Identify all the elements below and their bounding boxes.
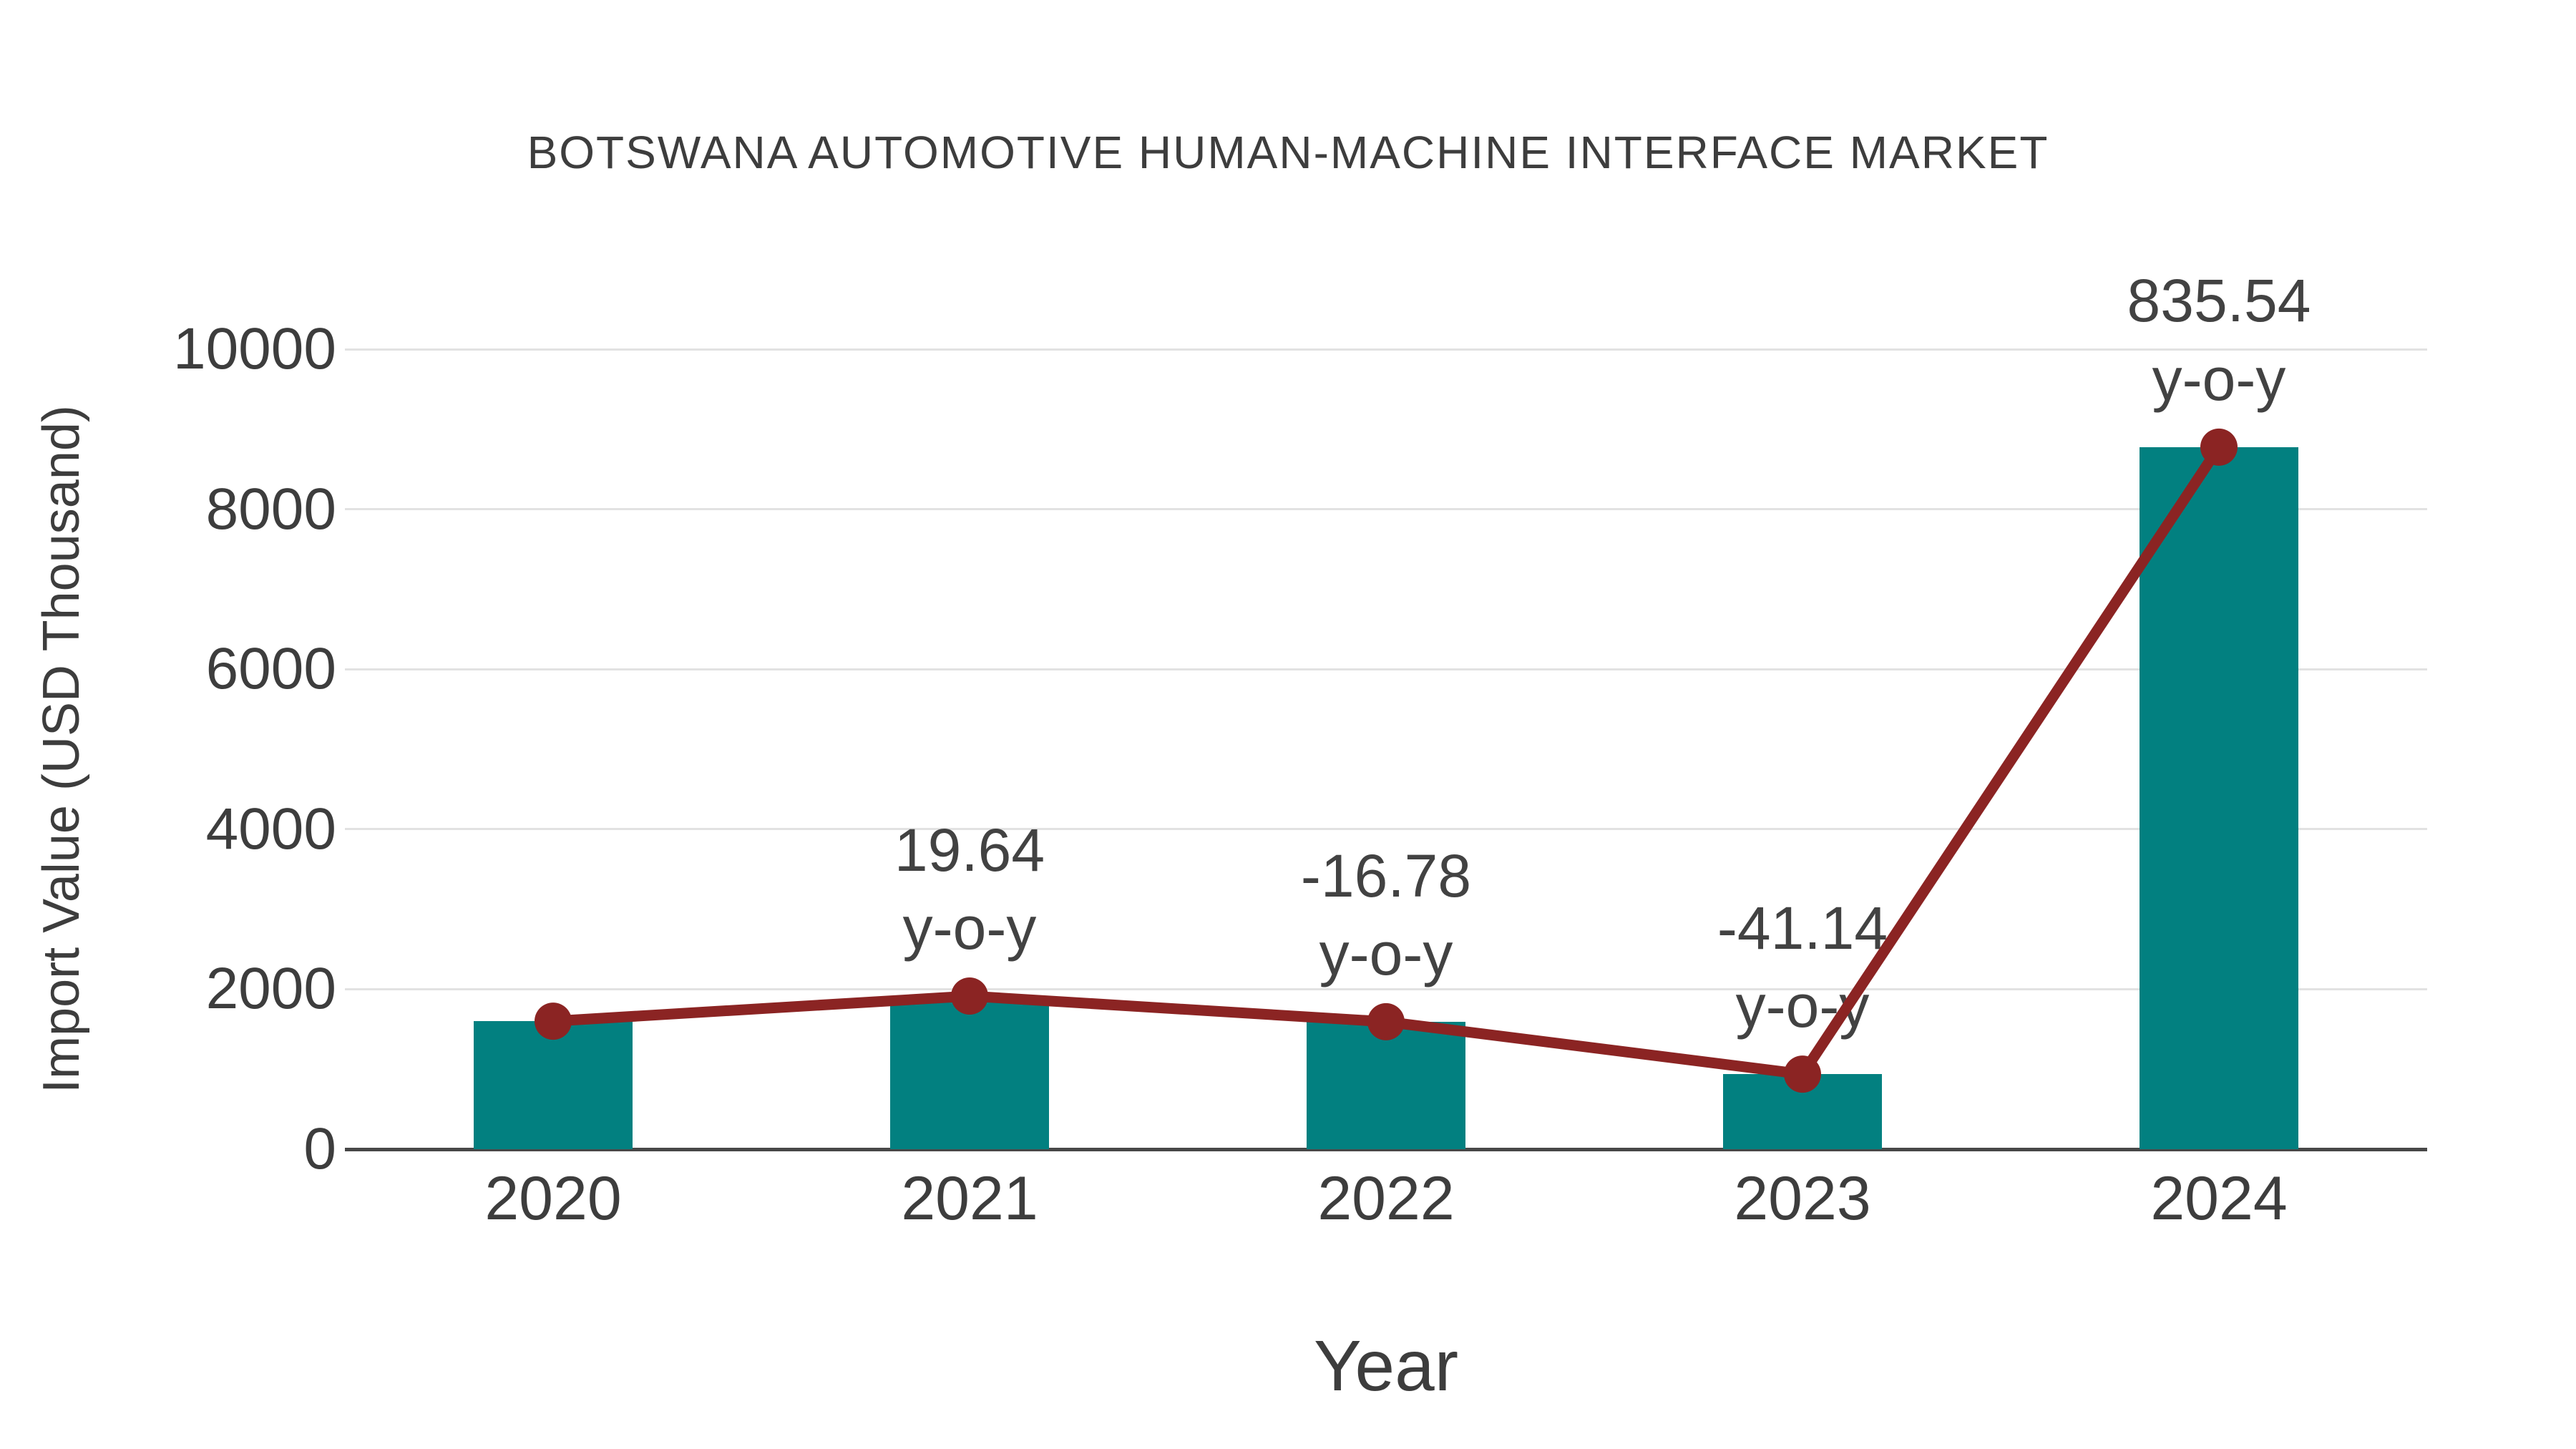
bar-2021 — [890, 996, 1049, 1149]
point-label-2023: -41.14 y-o-y — [1588, 889, 2017, 1045]
gridline-10000 — [345, 348, 2427, 351]
point-label-2024: 835.54 y-o-y — [2004, 262, 2434, 418]
y-tick-label-2000: 2000 — [205, 956, 336, 1022]
chart-title: BOTSWANA AUTOMOTIVE HUMAN-MACHINE INTERF… — [527, 127, 2049, 178]
y-tick-label-10000: 10000 — [172, 316, 336, 381]
gridline-4000 — [345, 828, 2427, 831]
point-label-suffix: y-o-y — [2152, 345, 2286, 413]
x-tick-label-2023: 2023 — [1734, 1164, 1871, 1233]
bar-2023 — [1723, 1074, 1882, 1149]
point-label-suffix: y-o-y — [1735, 972, 1870, 1040]
y-tick-label-8000: 8000 — [205, 476, 336, 542]
gridline-8000 — [345, 508, 2427, 511]
bar-2020 — [474, 1021, 633, 1149]
point-label-2021: 19.64 y-o-y — [755, 811, 1184, 967]
point-label-suffix: y-o-y — [1319, 919, 1453, 987]
x-tick-label-2024: 2024 — [2150, 1164, 2288, 1233]
point-label-value: 835.54 — [2127, 267, 2311, 335]
bar-2024 — [2140, 447, 2298, 1149]
y-tick-label-6000: 6000 — [205, 636, 336, 702]
bar-2022 — [1307, 1021, 1465, 1149]
x-tick-label-2021: 2021 — [901, 1164, 1038, 1233]
x-tick-label-2020: 2020 — [484, 1164, 622, 1233]
x-tick-label-2022: 2022 — [1317, 1164, 1455, 1233]
y-tick-label-4000: 4000 — [205, 796, 336, 862]
point-label-value: 19.64 — [894, 816, 1045, 884]
x-axis-title: Year — [1313, 1326, 1459, 1406]
y-tick-label-0: 0 — [303, 1116, 336, 1181]
x-axis-line — [345, 1148, 2427, 1151]
y-axis-title: Import Value (USD Thousand) — [33, 405, 90, 1093]
point-label-value: -16.78 — [1300, 841, 1472, 909]
point-label-suffix: y-o-y — [902, 894, 1037, 962]
gridline-6000 — [345, 668, 2427, 670]
point-label-2022: -16.78 y-o-y — [1171, 837, 1601, 993]
point-label-value: -41.14 — [1717, 894, 1888, 962]
